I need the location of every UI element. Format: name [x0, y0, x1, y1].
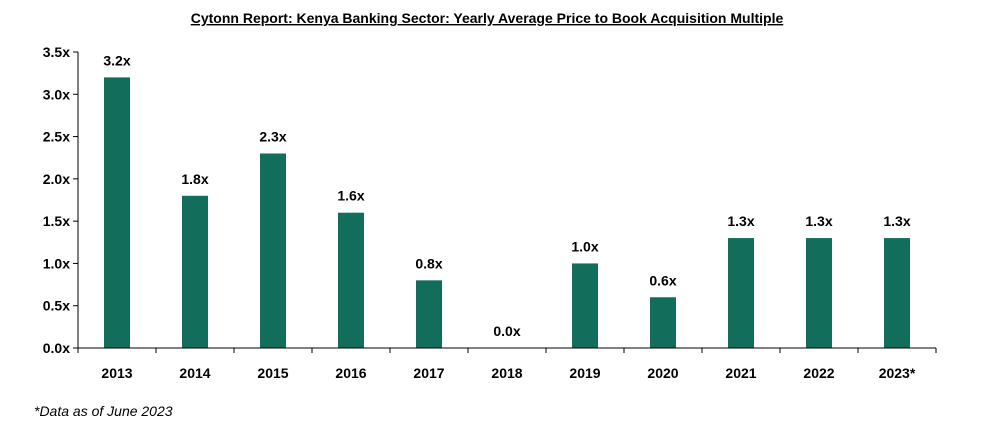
chart-title: Cytonn Report: Kenya Banking Sector: Yea…	[191, 10, 784, 26]
data-label: 1.3x	[727, 213, 754, 229]
data-label: 0.8x	[415, 255, 442, 271]
data-label: 1.8x	[181, 171, 208, 187]
data-label: 3.2x	[103, 52, 130, 68]
bar	[104, 77, 130, 348]
bar	[338, 212, 364, 348]
bar	[182, 195, 208, 348]
data-label: 1.3x	[883, 213, 910, 229]
y-tick-label: 1.5x	[43, 213, 70, 229]
footnote: *Data as of June 2023	[34, 403, 173, 419]
x-tick-label: 2022	[803, 365, 834, 381]
data-label: 1.3x	[805, 213, 832, 229]
x-tick-label: 2017	[413, 365, 444, 381]
bar	[572, 263, 598, 348]
x-axis: 2013 2014 2015 2016 2017 2018 2019 2020 2021 2022…	[77, 347, 937, 381]
data-label: 0.0x	[493, 323, 520, 339]
x-tick-label: 2018	[491, 365, 522, 381]
bar	[260, 153, 286, 348]
y-tick-label: 2.0x	[43, 171, 70, 187]
x-tick-label: 2016	[335, 365, 366, 381]
x-tick-label: 2020	[647, 365, 678, 381]
x-tick-label: 2013	[101, 365, 132, 381]
x-tick-label: 2021	[725, 365, 756, 381]
bar	[884, 238, 910, 348]
y-tick-label: 0.5x	[43, 298, 70, 314]
data-label: 0.6x	[649, 272, 676, 288]
data-label: 1.6x	[337, 188, 364, 204]
y-tick-label: 3.0x	[43, 86, 70, 102]
y-tick-label: 2.5x	[43, 129, 70, 145]
x-tick-label: 2014	[179, 365, 210, 381]
x-tick-label: 2023*	[879, 365, 916, 381]
bar	[806, 238, 832, 348]
data-label: 1.0x	[571, 238, 598, 254]
x-tick-label: 2015	[257, 365, 288, 381]
y-tick-label: 3.5x	[43, 44, 70, 60]
y-tick-label: 1.0x	[43, 255, 70, 271]
x-tick-label: 2019	[569, 365, 600, 381]
bars-group: 3.2x 1.8x 2.3x 1.6x 0.8x 0.0x 1.0x 0.6x 1.3x 1.3x…	[103, 52, 911, 348]
y-axis: 0.0x 0.5x 1.0x 1.5x 2.0x 2.5x 3.0x 3.5x	[43, 44, 79, 356]
data-label: 2.3x	[259, 128, 286, 144]
bar	[650, 297, 676, 348]
bar	[416, 280, 442, 348]
y-tick-label: 0.0x	[43, 340, 70, 356]
bar	[728, 238, 754, 348]
